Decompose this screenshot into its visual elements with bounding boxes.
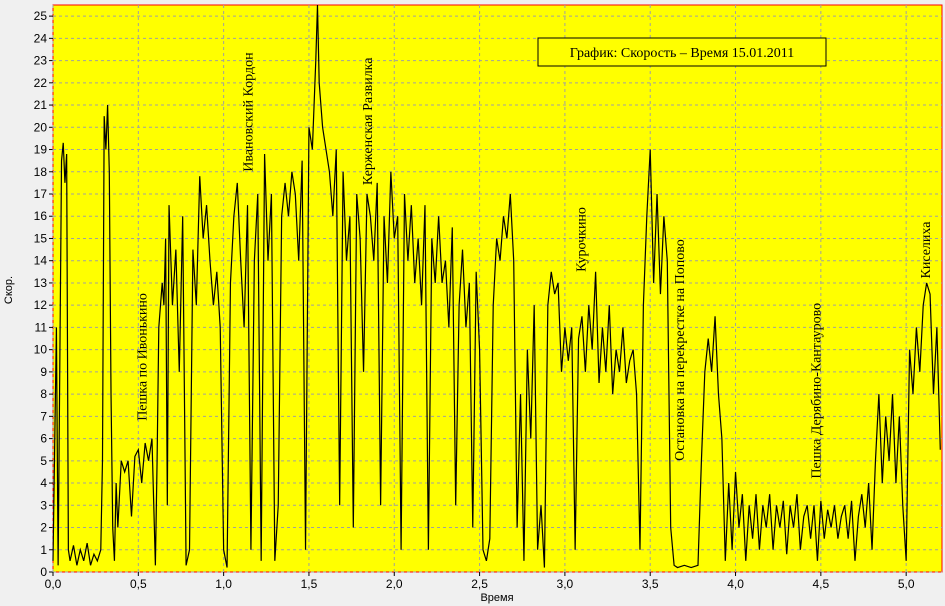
y-tick-label: 13 [34, 276, 48, 290]
annotation: Остановка на перекрестке на Попово [673, 239, 688, 461]
chart-title: График: Скорость – Время 15.01.2011 [570, 46, 795, 61]
y-tick-label: 23 [34, 54, 48, 68]
annotation: Киселиха [919, 221, 934, 279]
y-tick-label: 12 [34, 298, 48, 312]
x-tick-label: 1,0 [215, 577, 232, 591]
x-tick-label: 1,5 [301, 577, 318, 591]
x-tick-label: 5,0 [898, 577, 915, 591]
y-tick-label: 10 [34, 343, 48, 357]
x-axis-label: Время [480, 592, 513, 604]
y-tick-label: 16 [34, 209, 48, 223]
y-tick-label: 22 [34, 76, 48, 90]
y-tick-label: 5 [40, 454, 47, 468]
y-tick-label: 14 [34, 254, 48, 268]
annotation: Пешка по Ивонькино [136, 293, 151, 421]
y-tick-label: 9 [40, 365, 47, 379]
y-tick-label: 2 [40, 521, 47, 535]
x-tick-label: 4,0 [727, 577, 744, 591]
y-tick-label: 6 [40, 432, 47, 446]
x-tick-label: 2,5 [471, 577, 488, 591]
annotation: Ивановский Кордон [242, 52, 257, 172]
annotation: Пешка Дерябино-Кантаурово [810, 303, 825, 479]
y-axis-label: Скор. [3, 276, 15, 304]
x-tick-label: 4,5 [813, 577, 830, 591]
y-tick-label: 20 [34, 120, 48, 134]
annotation: Курочкино [574, 207, 589, 272]
plot-area [52, 4, 943, 573]
y-tick-label: 11 [35, 320, 48, 334]
annotation: Керженская Развилка [361, 57, 376, 185]
y-tick-label: 24 [34, 31, 48, 45]
title-box [537, 37, 827, 67]
y-tick-label: 15 [34, 231, 48, 245]
x-tick-label: 2,0 [386, 577, 403, 591]
y-tick-label: 1 [40, 543, 47, 557]
y-tick-label: 25 [34, 9, 48, 23]
speed-line [52, 4, 941, 569]
y-tick-label: 19 [34, 143, 48, 157]
y-tick-label: 3 [40, 498, 47, 512]
y-tick-label: 4 [40, 476, 47, 490]
x-tick-label: 3,0 [557, 577, 574, 591]
y-tick-label: 8 [40, 387, 47, 401]
x-tick-label: 0,5 [130, 577, 147, 591]
y-tick-label: 7 [40, 409, 47, 423]
y-tick-label: 21 [34, 98, 48, 112]
y-tick-label: 18 [34, 165, 48, 179]
x-tick-label: 0,0 [45, 577, 62, 591]
y-tick-label: 17 [34, 187, 48, 201]
y-tick-label: 0 [40, 565, 47, 579]
x-tick-label: 3,5 [642, 577, 659, 591]
